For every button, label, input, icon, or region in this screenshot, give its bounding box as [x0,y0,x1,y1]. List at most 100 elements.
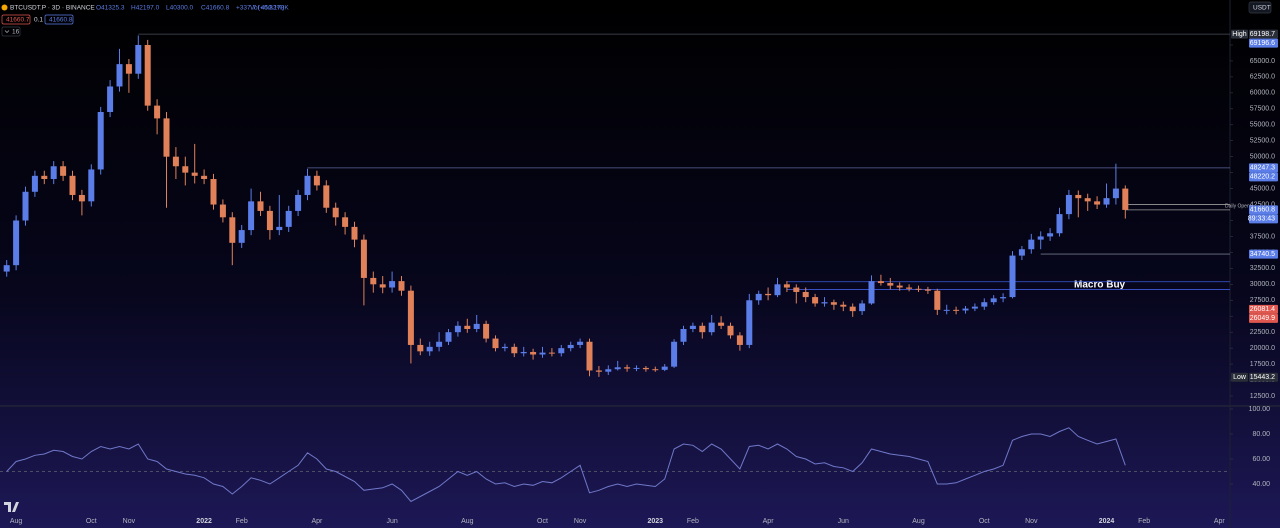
candle-body [793,287,800,292]
x-tick-label: Oct [979,518,990,525]
candle-body [445,332,452,342]
price-label-text: 48247.3 [1250,165,1275,172]
x-tick-label: Nov [1025,518,1038,525]
candle-body [1037,236,1044,240]
candle-body [877,281,884,284]
price-label-text: 26081.4 [1250,306,1275,313]
y-tick-label: 22500.0 [1250,329,1275,336]
y-tick-label: 30000.0 [1250,281,1275,288]
candle-body [398,281,405,291]
candle-body [266,210,273,231]
currency[interactable]: USDT [1253,5,1271,12]
candle-body [370,277,377,285]
candle-body [323,185,330,208]
bid-box[interactable] [1,14,31,25]
ohlc-high: H42197.0 [131,5,160,12]
candle-body [774,284,781,296]
candle-body [1103,198,1110,205]
rsi-tick-label: 40.00 [1252,481,1270,488]
y-tick-label: 60000.0 [1250,90,1275,97]
y-tick-label: 52500.0 [1250,138,1275,145]
price-label-box [1249,172,1278,182]
x-tick-label: Oct [537,518,548,525]
candle-body [50,166,57,180]
ohlc-close: C41660.8 [201,5,230,12]
candle-body [718,322,725,326]
price-tag-box [1231,29,1248,39]
x-tick-label: Feb [1138,518,1150,525]
header: BTCUSDT.P · 3D · BINANCE O41325.3 H42197… [1,1,1272,37]
x-tick-label: Jun [838,518,849,525]
candle-body [830,302,837,305]
countdown-text: 89:33:43 [1248,216,1275,223]
indicator-count[interactable]: 16 [12,29,20,36]
candle-body [41,175,48,180]
candle-body [351,226,358,240]
currency-button[interactable] [1248,1,1272,14]
candle-body [924,289,931,291]
candle-body [548,352,555,354]
price-label-text: 34740.5 [1250,251,1275,258]
price-label-text: 69196.6 [1250,40,1275,47]
candle-body [633,367,640,369]
candle-body [1047,233,1054,237]
candle-body [3,265,10,272]
volume: Vol 450.179K [250,5,289,12]
candle-body [849,306,856,312]
rsi-tick-label: 80.00 [1252,431,1270,438]
candle-body [746,300,753,345]
candle-body [389,281,396,288]
candle-body [201,175,208,180]
candle-body [88,169,95,202]
candle-body [765,293,772,296]
candle-body [511,346,518,354]
price-label-box [1249,38,1278,48]
price-label: 41660.8 89:33:43 [1248,205,1278,224]
y-tick-label: 32500.0 [1250,265,1275,272]
candle-body [689,325,696,329]
candle-body [116,64,123,87]
candle-body [1028,239,1035,250]
candle-body [680,328,687,342]
y-tick-label: 65000.0 [1250,58,1275,65]
price-label-text: 69198.7 [1250,31,1275,38]
candle-body [407,290,414,345]
price-tag-text: Low [1233,374,1247,381]
candle-body [31,175,38,192]
x-tick-label: 2023 [648,518,664,525]
indicators-toggle[interactable] [1,26,21,37]
rsi-tick-label: 60.00 [1252,456,1270,463]
candle-body [276,226,283,231]
price-label-box [1249,163,1278,173]
ask-box[interactable] [44,14,74,25]
x-tick-label: Feb [236,518,248,525]
x-tick-label: Aug [912,518,925,525]
candle-body [783,284,790,288]
candle-body [981,302,988,307]
bid-price[interactable]: 41660.7 [6,17,30,24]
candle-body [483,323,490,339]
candle-body [708,322,715,333]
candle-body [868,281,875,304]
price-label-box [1249,313,1278,323]
tradingview-logo [4,502,19,512]
candle-body [736,335,743,345]
countdown-box [1249,214,1278,224]
candle-body [624,367,631,369]
macro-buy-label: Macro Buy [1074,280,1126,291]
candle-body [473,323,480,329]
ohlc-open: O41325.3 [96,5,125,12]
price-label: 69196.6 [1249,38,1278,48]
candle-body [313,175,320,186]
price-label: 26049.9 [1249,313,1278,323]
ask-price[interactable]: 41660.8 [49,17,73,24]
daily-open-label: Daily Open [1225,203,1250,209]
candle-body [755,293,762,301]
candle-body [210,179,217,205]
candle-body [295,194,302,211]
candle-body [219,204,226,218]
candle-body [191,172,198,176]
candle-body [125,64,132,74]
symbol-icon [1,4,8,11]
y-tick-label: 50000.0 [1250,154,1275,161]
